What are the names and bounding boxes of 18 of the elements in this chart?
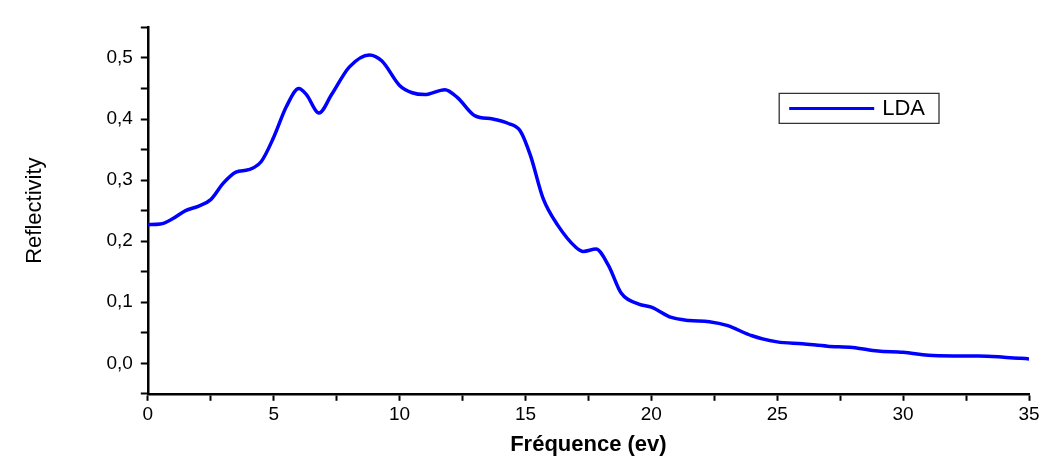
y-tick-label: 0,5 xyxy=(106,46,133,68)
x-tick-label: 5 xyxy=(268,403,279,425)
x-tick-label: 30 xyxy=(892,403,914,425)
y-tick-label: 0,4 xyxy=(106,107,134,129)
y-tick-label: 0,3 xyxy=(106,168,133,190)
y-tick-label: 0,0 xyxy=(106,351,133,373)
x-tick-label: 35 xyxy=(1018,403,1040,425)
x-tick-label: 25 xyxy=(766,403,788,425)
x-tick-label: 0 xyxy=(142,403,154,425)
x-axis-title: Fréquence (ev) xyxy=(510,430,667,456)
y-tick-label: 0,1 xyxy=(106,290,133,312)
line-series xyxy=(147,53,1029,361)
y-axis-title: Reflectivity xyxy=(21,157,47,264)
x-tick-label: 20 xyxy=(640,403,662,425)
legend-label: LDA xyxy=(882,95,926,121)
x-tick-label: 10 xyxy=(389,403,411,425)
x-tick-label: 15 xyxy=(514,403,537,425)
y-tick-label: 0,2 xyxy=(106,229,133,251)
